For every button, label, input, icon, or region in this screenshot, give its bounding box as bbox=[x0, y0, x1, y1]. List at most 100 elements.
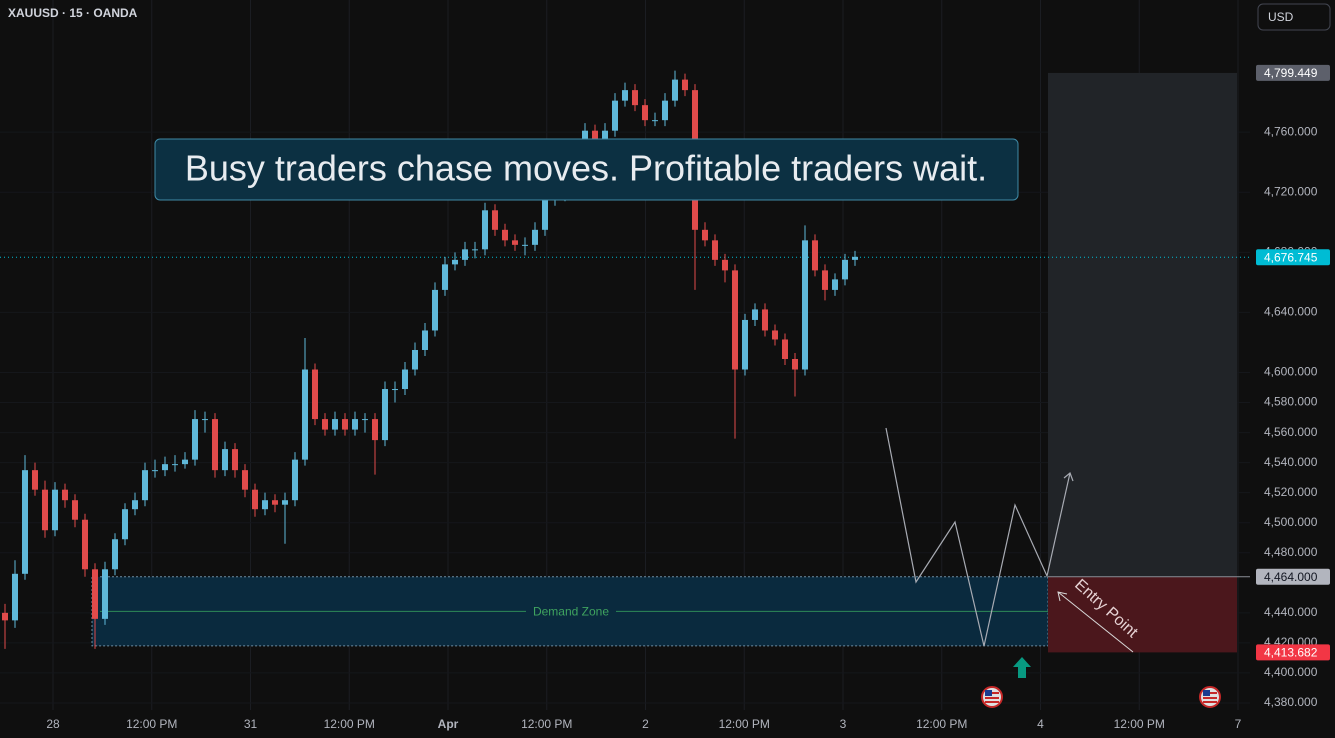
candle-body bbox=[522, 244, 528, 246]
candle-body bbox=[532, 229, 538, 245]
candle-body bbox=[242, 470, 248, 490]
candle-body bbox=[132, 500, 138, 510]
candle-body bbox=[492, 210, 498, 230]
candle-body bbox=[412, 349, 418, 370]
price-label-bg bbox=[1256, 568, 1330, 585]
candle-body bbox=[22, 470, 28, 574]
price-label-bg bbox=[1256, 644, 1330, 661]
price-label: 4,799.449 bbox=[1264, 66, 1318, 80]
candle-body bbox=[452, 259, 458, 265]
currency-button[interactable] bbox=[1257, 3, 1331, 31]
candle-body bbox=[192, 419, 198, 460]
candle-body bbox=[592, 130, 598, 140]
headline-box bbox=[154, 138, 1019, 201]
candle-body bbox=[502, 229, 508, 241]
candle-body bbox=[112, 539, 118, 570]
candle-body bbox=[12, 573, 18, 621]
candle-body bbox=[672, 79, 678, 101]
candle-body bbox=[162, 464, 168, 471]
candle-body bbox=[142, 470, 148, 501]
projection-arrow bbox=[1063, 471, 1074, 482]
candle-body bbox=[642, 105, 648, 121]
candle-body bbox=[752, 309, 758, 320]
price-label-bg bbox=[1256, 64, 1330, 81]
candle-body bbox=[442, 264, 448, 290]
y-tick-label: 4,540.000 bbox=[1264, 455, 1318, 469]
y-tick-label: 4,640.000 bbox=[1264, 305, 1318, 319]
candle-body bbox=[812, 240, 818, 271]
x-tick-label: 4 bbox=[1037, 717, 1044, 731]
candle-body bbox=[682, 79, 688, 91]
candle-body bbox=[842, 259, 848, 280]
candle-body bbox=[662, 100, 668, 121]
candle-body bbox=[292, 459, 298, 501]
candle-body bbox=[222, 449, 228, 471]
candle-body bbox=[92, 569, 98, 619]
x-tick-label: Apr bbox=[438, 717, 459, 731]
candle-body bbox=[302, 369, 308, 460]
price-label: 4,676.745 bbox=[1264, 250, 1318, 264]
event-flag[interactable] bbox=[1199, 686, 1221, 708]
candle-body bbox=[652, 120, 658, 122]
y-tick-label: 4,500.000 bbox=[1264, 515, 1318, 529]
x-tick-label: 7 bbox=[1235, 717, 1242, 731]
y-tick-label: 4,760.000 bbox=[1264, 124, 1318, 138]
candle-body bbox=[202, 419, 208, 421]
candle-body bbox=[362, 419, 368, 421]
y-tick-label: 4,480.000 bbox=[1264, 545, 1318, 559]
candle-body bbox=[802, 240, 808, 370]
candle-body bbox=[392, 389, 398, 391]
candle-body bbox=[702, 229, 708, 241]
x-tick-label: 2 bbox=[642, 717, 649, 731]
candle-body bbox=[212, 419, 218, 471]
candle-body bbox=[82, 519, 88, 570]
zones: Demand Zone Entry Point bbox=[0, 72, 1250, 653]
candle-body bbox=[622, 90, 628, 101]
demand-zone-label: Demand Zone bbox=[533, 605, 609, 619]
demand-zone-label-bg bbox=[526, 603, 616, 620]
y-tick-label: 4,600.000 bbox=[1264, 365, 1318, 379]
event-flag[interactable] bbox=[981, 686, 1003, 708]
price-label-bg bbox=[1256, 249, 1330, 266]
candle-body bbox=[422, 330, 428, 350]
symbol-info: XAUUSD · 15 · OANDA bbox=[8, 6, 138, 20]
candle-body bbox=[272, 500, 278, 505]
stop-zone bbox=[1048, 576, 1237, 653]
candle-body bbox=[782, 339, 788, 359]
candle-body bbox=[282, 500, 288, 505]
candle-body bbox=[742, 319, 748, 370]
x-tick-label: 12:00 PM bbox=[126, 717, 177, 731]
candle-body bbox=[432, 289, 438, 331]
event-arrow bbox=[1013, 657, 1031, 678]
candle-body bbox=[352, 419, 358, 430]
candle-body bbox=[462, 249, 468, 260]
currency-label[interactable]: USD bbox=[1268, 10, 1294, 24]
headline: Busy traders chase moves. Profitable tra… bbox=[185, 148, 987, 189]
x-tick-label: 12:00 PM bbox=[521, 717, 572, 731]
x-tick-label: 12:00 PM bbox=[916, 717, 967, 731]
candle-body bbox=[372, 419, 378, 441]
candle-body bbox=[342, 419, 348, 430]
candle-body bbox=[232, 449, 238, 471]
candle-body bbox=[102, 569, 108, 619]
y-tick-label: 4,580.000 bbox=[1264, 395, 1318, 409]
candle-body bbox=[252, 489, 258, 510]
candle-body bbox=[52, 489, 58, 531]
candle-body bbox=[832, 279, 838, 290]
y-tick-label: 4,380.000 bbox=[1264, 695, 1318, 709]
candle-body bbox=[732, 270, 738, 370]
x-tick-label: 28 bbox=[46, 717, 60, 731]
target-zone bbox=[1048, 72, 1237, 577]
candle-body bbox=[312, 369, 318, 420]
candle-body bbox=[2, 612, 8, 621]
candle-body bbox=[42, 489, 48, 531]
candle-body bbox=[472, 249, 478, 251]
y-tick-label: 4,520.000 bbox=[1264, 485, 1318, 499]
candle-body bbox=[722, 259, 728, 271]
candle-body bbox=[172, 464, 178, 466]
candle-body bbox=[602, 130, 608, 140]
price-label: 4,464.000 bbox=[1264, 570, 1318, 584]
candle-body bbox=[542, 199, 548, 230]
candle-body bbox=[632, 90, 638, 106]
candle-body bbox=[482, 210, 488, 250]
